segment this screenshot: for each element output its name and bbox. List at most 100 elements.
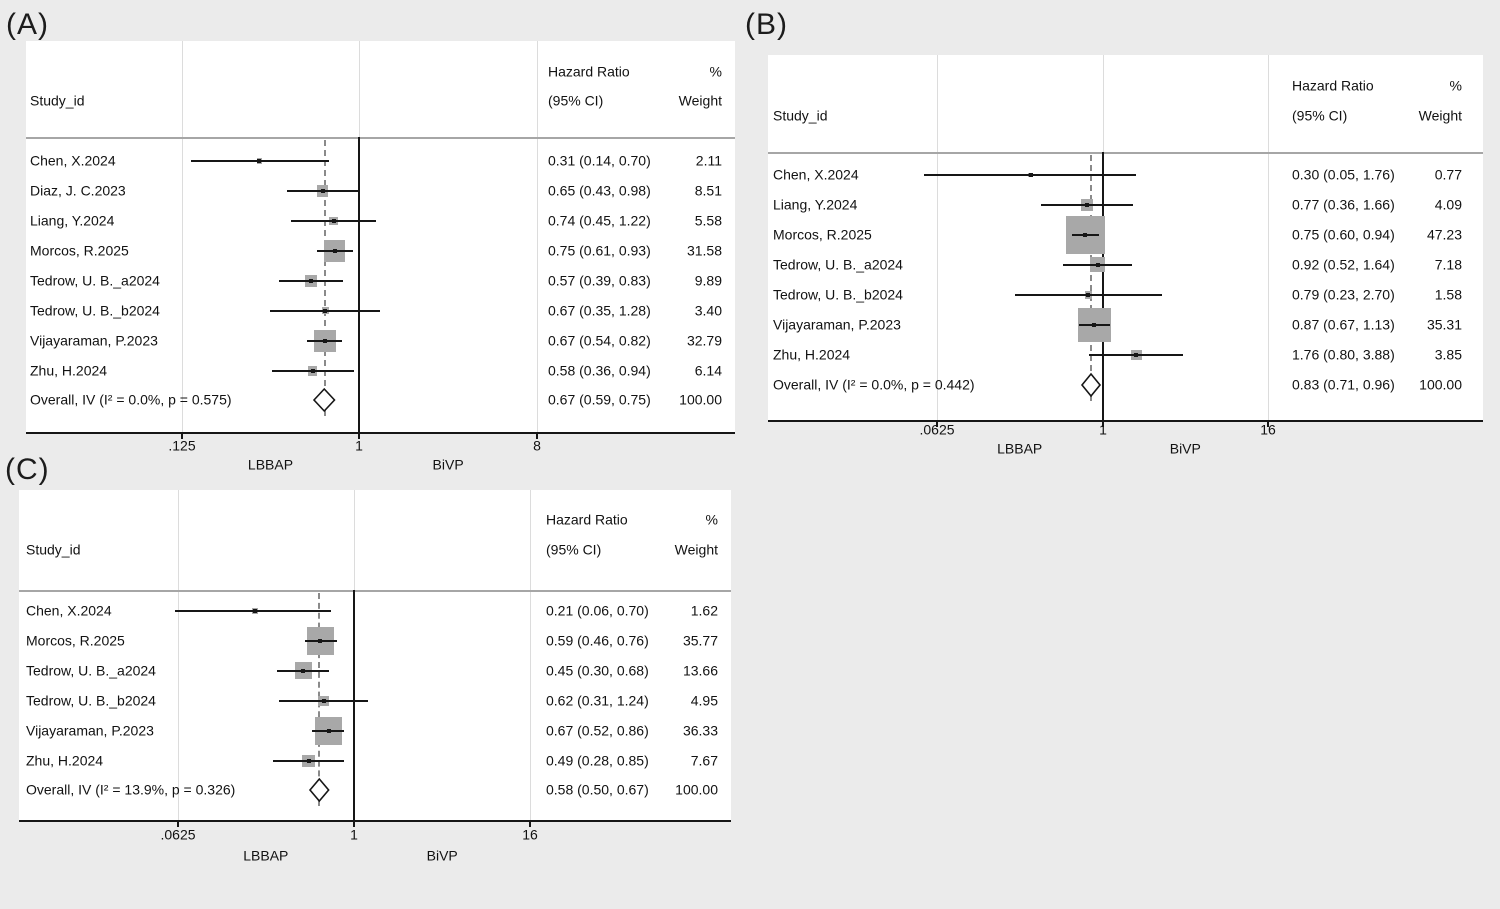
point-estimate-marker <box>257 159 262 163</box>
study-row-label: Vijayaraman, P.2023 <box>773 316 901 333</box>
hr-ci-value: 0.65 (0.43, 0.98) <box>548 182 651 199</box>
gridline <box>1268 55 1269 420</box>
study-row-label: Chen, X.2024 <box>26 602 112 619</box>
hr-ci-value: 0.49 (0.28, 0.85) <box>546 752 649 769</box>
column-header-study: Study_id <box>773 107 828 124</box>
point-estimate-marker <box>301 669 306 673</box>
weight-value: 1.58 <box>1434 286 1462 303</box>
panel-b-label: (B) <box>745 8 788 41</box>
hr-ci-value: 0.92 (0.52, 1.64) <box>1292 256 1395 273</box>
hr-ci-value: 0.67 (0.54, 0.82) <box>548 332 651 349</box>
overall-label: Overall, IV (I² = 0.0%, p = 0.442) <box>773 376 975 393</box>
gridline <box>530 490 531 820</box>
point-estimate-marker <box>1086 293 1091 297</box>
hr-ci-value: 0.31 (0.14, 0.70) <box>548 152 651 169</box>
axis-tick <box>358 434 360 439</box>
overall-dashed-line <box>1090 155 1092 401</box>
weight-value: 13.66 <box>682 662 718 679</box>
column-header-hr-line2: (95% CI) <box>546 541 602 558</box>
weight-value: 36.33 <box>682 722 718 739</box>
column-header-hr-line1: Hazard Ratio <box>546 511 628 528</box>
axis-tick <box>936 422 938 427</box>
group-label-bivp: BiVP <box>432 456 464 473</box>
axis-tick-label: 16 <box>1260 421 1276 438</box>
axis-tick-label: 8 <box>533 437 541 454</box>
axis-tick <box>1267 422 1269 427</box>
column-header-study: Study_id <box>30 92 85 109</box>
hr-ci-value: 0.87 (0.67, 1.13) <box>1292 316 1395 333</box>
column-header-weight-pct: % <box>709 63 722 80</box>
hr-ci-value: 0.67 (0.52, 0.86) <box>546 722 649 739</box>
overall-diamond <box>313 387 336 413</box>
point-estimate-marker <box>323 339 328 343</box>
overall-weight-value: 100.00 <box>675 781 718 798</box>
overall-diamond <box>1080 372 1102 398</box>
weight-value: 7.18 <box>1434 256 1462 273</box>
study-row-label: Vijayaraman, P.2023 <box>30 332 158 349</box>
weight-value: 8.51 <box>694 182 722 199</box>
hr-ci-value: 0.58 (0.36, 0.94) <box>548 362 651 379</box>
study-row-label: Vijayaraman, P.2023 <box>26 722 154 739</box>
point-estimate-marker <box>252 609 257 613</box>
weight-value: 2.11 <box>695 152 722 169</box>
point-estimate-marker <box>1092 323 1097 327</box>
hr-ci-value: 0.77 (0.36, 1.66) <box>1292 196 1395 213</box>
study-row-label: Diaz, J. C.2023 <box>30 182 126 199</box>
header-separator <box>26 136 735 139</box>
weight-value: 47.23 <box>1426 226 1462 243</box>
weight-value: 6.14 <box>694 362 722 379</box>
study-row-label: Tedrow, U. B._b2024 <box>773 286 903 303</box>
group-label-lbbap: LBBAP <box>997 440 1043 457</box>
point-estimate-marker <box>310 369 315 373</box>
weight-value: 5.58 <box>694 212 722 229</box>
gridline <box>537 41 538 432</box>
axis-tick <box>181 434 183 439</box>
study-row-label: Liang, Y.2024 <box>773 196 858 213</box>
column-header-weight: Weight <box>674 541 718 558</box>
study-row-label: Chen, X.2024 <box>773 166 859 183</box>
hr-ci-value: 0.21 (0.06, 0.70) <box>546 602 649 619</box>
axis-tick-label: 1 <box>350 826 358 843</box>
reference-line-hr1 <box>358 136 360 432</box>
hr-ci-value: 0.45 (0.30, 0.68) <box>546 662 649 679</box>
point-estimate-marker <box>320 189 325 193</box>
weight-value: 4.09 <box>1434 196 1462 213</box>
weight-value: 3.40 <box>694 302 722 319</box>
hr-ci-value: 0.57 (0.39, 0.83) <box>548 272 651 289</box>
overall-weight-value: 100.00 <box>679 391 722 408</box>
overall-hr-ci-value: 0.58 (0.50, 0.67) <box>546 781 649 798</box>
weight-value: 0.77 <box>1434 166 1462 183</box>
group-label-lbbap: LBBAP <box>243 847 289 864</box>
axis-tick-label: 16 <box>522 826 538 843</box>
panel-c-plot-area <box>19 490 731 820</box>
weight-value: 3.85 <box>1434 346 1462 363</box>
overall-weight-value: 100.00 <box>1419 376 1462 393</box>
point-estimate-marker <box>306 759 311 763</box>
study-row-label: Morcos, R.2025 <box>30 242 129 259</box>
axis-line <box>768 420 1483 422</box>
study-row-label: Morcos, R.2025 <box>26 632 125 649</box>
study-row-label: Liang, Y.2024 <box>30 212 115 229</box>
column-header-weight: Weight <box>678 92 722 109</box>
study-row-label: Zhu, H.2024 <box>773 346 851 363</box>
point-estimate-marker <box>309 279 314 283</box>
point-estimate-marker <box>318 639 323 643</box>
axis-tick-label: .125 <box>168 437 196 454</box>
point-estimate-marker <box>321 699 326 703</box>
hr-ci-value: 0.59 (0.46, 0.76) <box>546 632 649 649</box>
overall-hr-ci-value: 0.83 (0.71, 0.96) <box>1292 376 1395 393</box>
hr-ci-value: 0.74 (0.45, 1.22) <box>548 212 651 229</box>
axis-tick <box>1102 422 1104 427</box>
overall-hr-ci-value: 0.67 (0.59, 0.75) <box>548 391 651 408</box>
header-separator <box>768 152 1483 154</box>
hr-ci-value: 1.76 (0.80, 3.88) <box>1292 346 1395 363</box>
study-row-label: Tedrow, U. B._a2024 <box>26 662 156 679</box>
overall-diamond <box>308 777 330 803</box>
hr-ci-value: 0.67 (0.35, 1.28) <box>548 302 651 319</box>
axis-tick <box>529 822 531 827</box>
panel-c-label: (C) <box>5 453 50 486</box>
column-header-weight-pct: % <box>705 511 718 528</box>
reference-line-hr1 <box>1102 152 1104 420</box>
axis-tick-label: .0625 <box>160 826 196 843</box>
group-label-lbbap: LBBAP <box>247 456 294 473</box>
